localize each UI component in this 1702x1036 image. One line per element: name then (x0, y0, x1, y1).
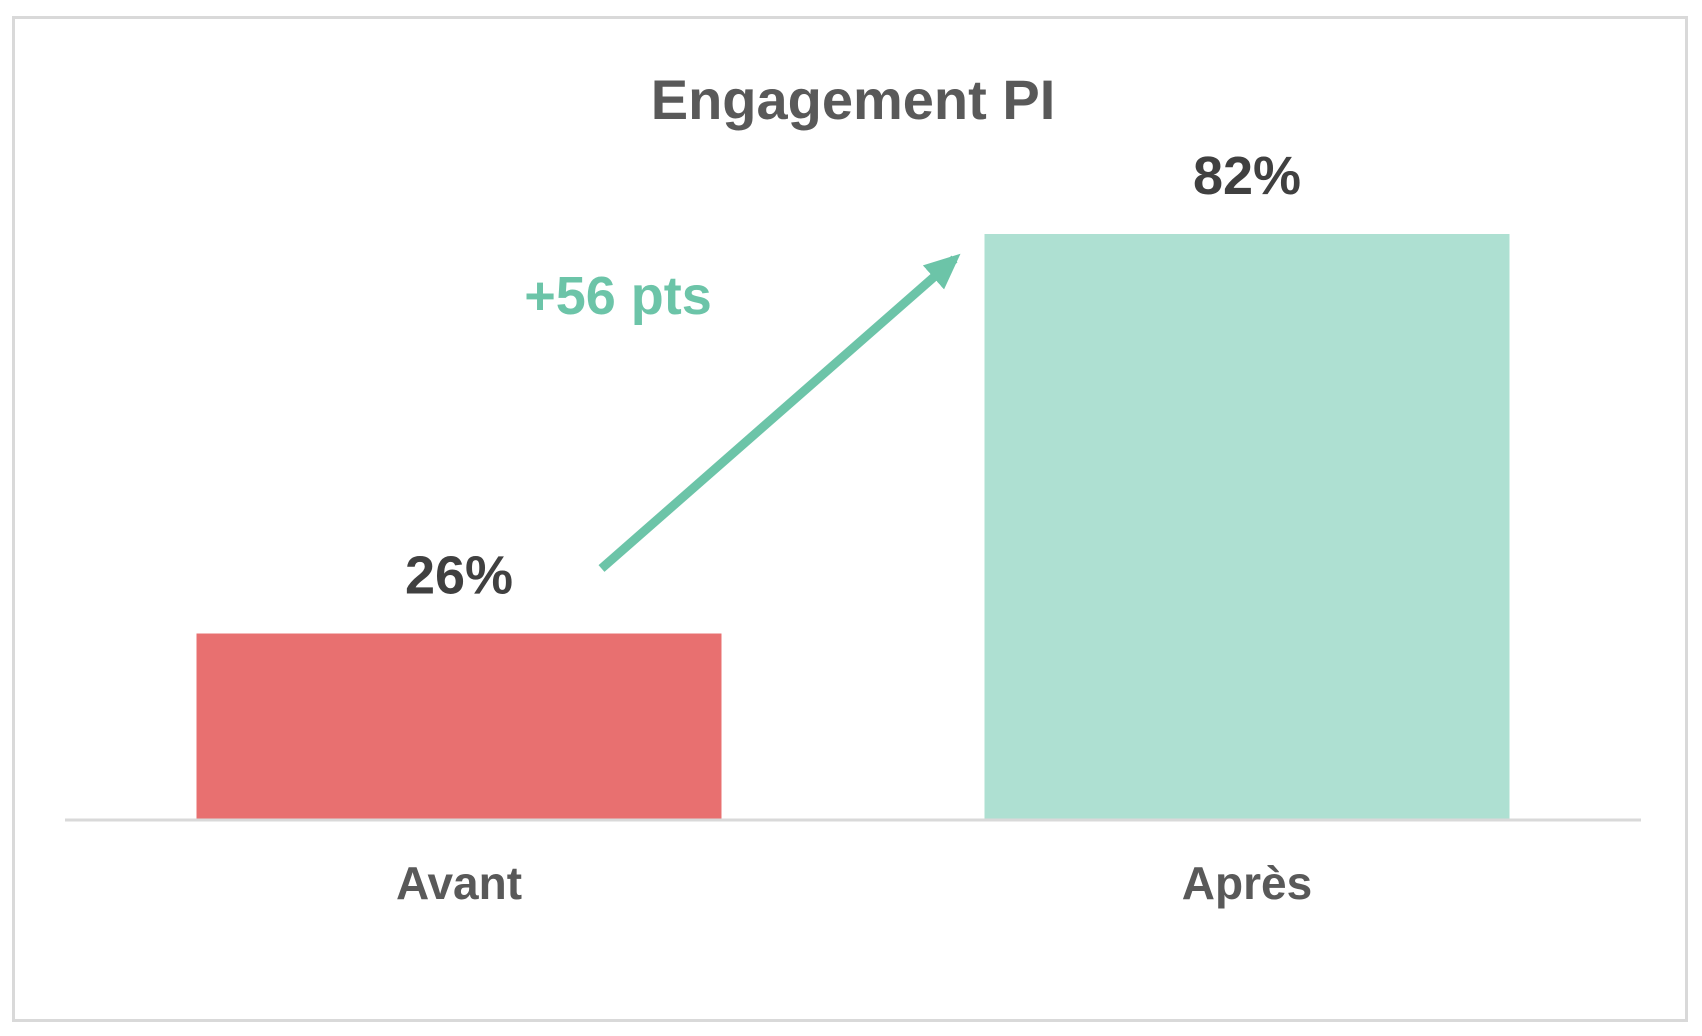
delta-arrow (598, 253, 961, 572)
delta-label: +56 pts (524, 266, 712, 326)
value-label-1: 82% (1193, 146, 1301, 206)
category-label-0: Avant (396, 857, 522, 909)
value-label-0: 26% (405, 546, 513, 606)
bar-chart: Engagement PI 26% Avant 82% Après +56 pts (65, 68, 1641, 909)
labels-layer: 26% Avant 82% Après (396, 146, 1312, 909)
bar-0 (196, 633, 722, 819)
annotation-layer: +56 pts (524, 253, 961, 572)
category-label-1: Après (1182, 857, 1312, 909)
chart-frame: Engagement PI 26% Avant 82% Après +56 pts (12, 16, 1688, 1022)
chart-title: Engagement PI (651, 68, 1056, 131)
bar-1 (984, 234, 1510, 819)
bars-layer (196, 234, 1510, 819)
